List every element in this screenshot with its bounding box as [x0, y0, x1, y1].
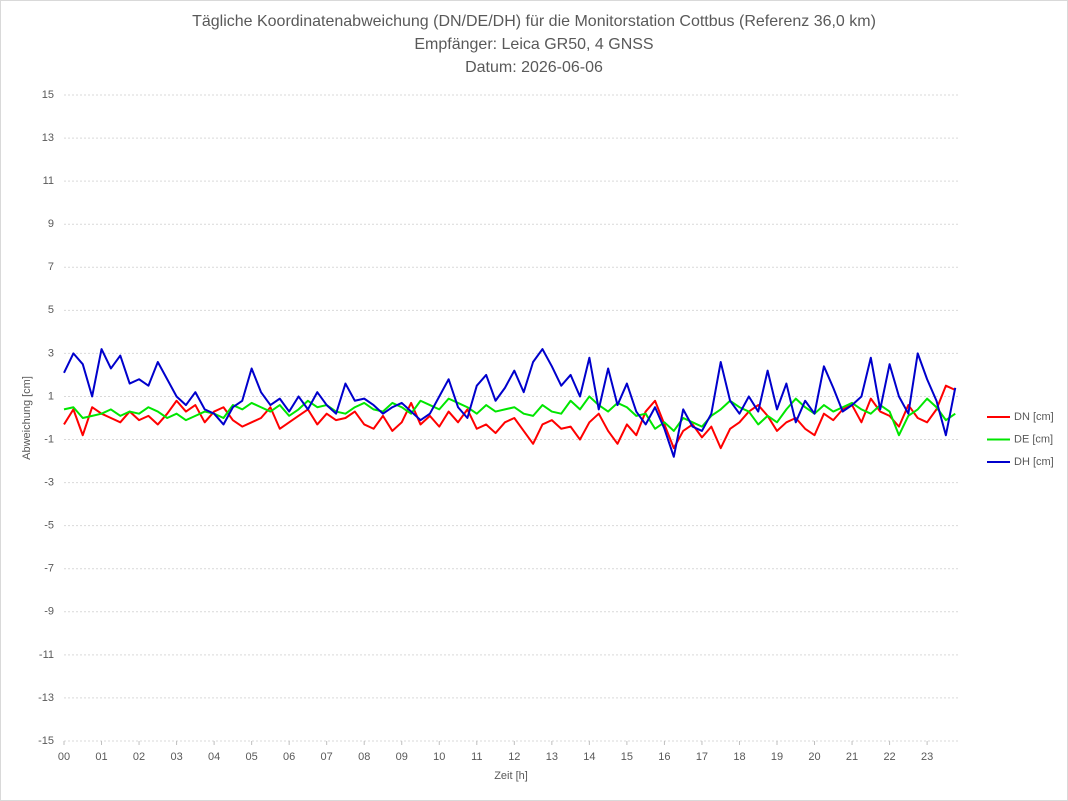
x-tick-label: 00: [58, 751, 70, 763]
x-tick-label: 12: [508, 751, 520, 763]
x-tick-label: 07: [321, 751, 333, 763]
x-tick-label: 10: [433, 751, 445, 763]
x-tick-label: 03: [170, 751, 182, 763]
y-tick-label: -15: [38, 735, 54, 747]
x-tick-label: 06: [283, 751, 295, 763]
x-tick-label: 13: [546, 751, 558, 763]
x-tick-label: 20: [808, 751, 820, 763]
x-tick-label: 02: [133, 751, 145, 763]
x-tick-label: 21: [846, 751, 858, 763]
legend-label: DN [cm]: [1014, 411, 1054, 423]
x-axis-label: Zeit [h]: [494, 770, 528, 782]
x-tick-label: 23: [921, 751, 933, 763]
y-tick-label: -11: [39, 649, 54, 661]
y-tick-label: 15: [42, 89, 54, 101]
chart-subtitle: Empfänger: Leica GR50, 4 GNSS: [414, 36, 653, 53]
x-tick-label: 16: [658, 751, 670, 763]
y-axis-label: Abweichung [cm]: [21, 376, 33, 460]
x-tick-label: 14: [583, 751, 595, 763]
y-tick-label: -5: [44, 520, 54, 532]
legend-label: DH [cm]: [1014, 456, 1054, 468]
y-tick-label: 7: [48, 261, 54, 273]
legend-label: DE [cm]: [1014, 433, 1053, 445]
x-tick-label: 09: [396, 751, 408, 763]
x-tick-label: 15: [621, 751, 633, 763]
x-tick-label: 22: [883, 751, 895, 763]
chart-subtitle: Datum: 2026-06-06: [465, 59, 603, 76]
y-tick-label: -3: [44, 477, 54, 489]
x-tick-label: 18: [733, 751, 745, 763]
x-tick-label: 08: [358, 751, 370, 763]
y-tick-label: 5: [48, 304, 54, 316]
y-tick-label: 9: [48, 218, 54, 230]
y-tick-label: -9: [44, 606, 54, 618]
x-tick-label: 01: [95, 751, 107, 763]
data-line: [63, 348, 957, 458]
y-tick-label: -13: [38, 692, 54, 704]
chart-title: Tägliche Koordinatenabweichung (DN/DE/DH…: [192, 13, 876, 30]
x-tick-label: 17: [696, 751, 708, 763]
y-tick-label: 13: [42, 132, 54, 144]
y-tick-label: 1: [48, 390, 54, 402]
y-tick-label: -7: [44, 563, 54, 575]
y-tick-label: -1: [44, 433, 54, 445]
x-tick-label: 05: [246, 751, 258, 763]
y-tick-label: 11: [43, 175, 54, 187]
x-tick-label: 11: [471, 751, 482, 763]
y-tick-label: 3: [48, 347, 54, 359]
x-tick-label: 04: [208, 751, 220, 763]
x-tick-label: 19: [771, 751, 783, 763]
